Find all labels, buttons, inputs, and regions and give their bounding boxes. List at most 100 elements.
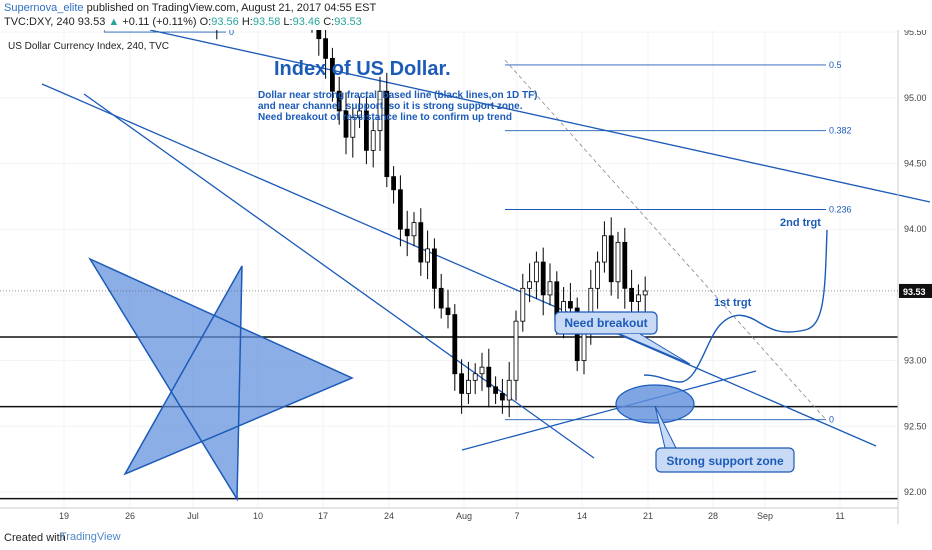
candle-body — [431, 248, 437, 289]
need-breakout-pointer — [619, 333, 691, 365]
fib-right-label: 0.5 — [829, 60, 842, 70]
candle-body — [459, 373, 465, 394]
candle-body — [629, 287, 634, 302]
candle-body — [506, 379, 512, 401]
resistance-line-top — [149, 30, 931, 203]
candle-body — [350, 117, 356, 138]
tradingview-logo[interactable]: TradingView — [60, 531, 121, 543]
candle-body — [363, 110, 369, 151]
candle-body — [615, 241, 621, 283]
candle-body — [568, 301, 573, 309]
axis-layer: 92.0092.5093.0093.5094.0094.5095.0095.50… — [0, 30, 932, 524]
candle-body — [486, 366, 492, 388]
author-link[interactable]: Supernova_elite — [4, 2, 84, 14]
candle-body — [438, 287, 444, 309]
support-zone-ellipse — [615, 384, 695, 424]
publish-info: published on TradingView.com, August 21,… — [86, 2, 377, 14]
x-tick-label: 24 — [384, 511, 394, 521]
publish-line: Supernova_elite published on TradingView… — [4, 2, 376, 14]
y-tick-label: 95.50 — [904, 30, 927, 37]
x-tick-label: 10 — [253, 511, 263, 521]
candle-body — [370, 130, 376, 151]
last-value: 93.53 — [77, 16, 106, 28]
change-value: +0.11 (+0.11%) — [122, 16, 197, 28]
candle-body — [336, 90, 342, 112]
candle-body — [323, 38, 329, 59]
candle-body — [479, 366, 485, 375]
y-tick-label: 92.50 — [904, 421, 927, 431]
candle-body — [357, 110, 363, 118]
created-with-label: Created with — [4, 532, 66, 544]
x-tick-label: 14 — [577, 511, 587, 521]
ohlc-line: TVC:DXY, 240 93.53 ▲ +0.11 (+0.11%) O:93… — [4, 16, 362, 28]
note-line: and near channel_support, so it is stron… — [258, 101, 523, 112]
x-tick-label: 11 — [835, 511, 844, 521]
chart-canvas[interactable]: 1.27210.8860.7860.6180.50.3820.236010.88… — [0, 30, 932, 524]
candle-body — [595, 261, 600, 289]
drawings-layer — [41, 30, 931, 502]
close-label: C: — [323, 16, 335, 28]
y-tick-label: 95.00 — [904, 93, 927, 103]
candle-body — [520, 287, 526, 322]
chart-headline: Index of US Dollar. — [274, 58, 451, 80]
candle-body — [527, 281, 532, 289]
x-tick-label: Aug — [456, 511, 472, 521]
candle-body — [622, 241, 628, 289]
high-value: 93.58 — [252, 16, 281, 28]
note-line: Need breakout of ressistance line to con… — [258, 112, 512, 123]
candle-body — [384, 90, 390, 178]
x-tick-label: 26 — [125, 511, 135, 521]
candle-body — [499, 393, 505, 401]
fib-right-label: 0 — [829, 415, 834, 425]
x-tick-label: Sep — [757, 511, 773, 521]
x-tick-label: 21 — [643, 511, 653, 521]
symbol-label: TVC:DXY, 240 — [4, 16, 75, 28]
candle-body — [411, 222, 417, 237]
x-tick-label: 28 — [708, 511, 718, 521]
fib-right-label: 0.236 — [829, 204, 852, 214]
candle-body — [404, 228, 410, 237]
candle-body — [377, 90, 383, 132]
need-breakout-callout — [554, 311, 658, 335]
annotation-layer: Index of US Dollar. Dollar near strong fr… — [258, 58, 821, 473]
last-price-label: 93.53 — [903, 287, 926, 297]
candle-body — [547, 281, 553, 296]
candle-body — [608, 235, 614, 283]
x-tick-label: 19 — [59, 511, 69, 521]
candle-body — [636, 294, 641, 302]
candle-body — [513, 320, 519, 381]
low-value: 93.46 — [292, 16, 321, 28]
low-label: L: — [283, 16, 293, 28]
candle-body — [445, 307, 451, 316]
support-zone-callout — [655, 447, 795, 473]
up-arrow-icon: ▲ — [108, 16, 120, 28]
high-label: H: — [241, 16, 253, 28]
candle-body — [316, 30, 322, 40]
close-value: 93.53 — [334, 16, 362, 28]
candle-body — [493, 386, 499, 394]
note-line: Dollar near strong fractal_based line (b… — [258, 90, 538, 101]
candle-body — [602, 235, 607, 263]
candle-body — [465, 379, 471, 394]
projection-path — [643, 229, 828, 383]
candle-body — [472, 373, 478, 381]
star-shape — [88, 257, 354, 502]
fib-layer: 1.27210.8860.7860.6180.50.3820.236010.88… — [103, 30, 852, 425]
open-value: 93.56 — [211, 16, 239, 28]
chart-title: US Dollar Currency Index, 240, TVC — [8, 41, 169, 52]
last-price-tag — [899, 283, 932, 298]
second-target-label: 2nd trgt — [780, 217, 821, 229]
candle-body — [329, 57, 335, 92]
support-zone-label: Strong support zone — [666, 454, 784, 468]
chart-header: Supernova_elite published on TradingView… — [0, 0, 932, 30]
y-tick-label: 94.00 — [904, 224, 927, 234]
y-tick-label: 92.00 — [904, 487, 927, 497]
candle-body — [452, 314, 458, 375]
channel-support-line — [461, 370, 757, 451]
candle-body — [540, 261, 546, 296]
candle-body — [418, 222, 424, 263]
open-label: O: — [199, 16, 212, 28]
footer: Created with TradingView — [0, 524, 932, 550]
resistance-line-main — [41, 83, 877, 447]
candle-body — [642, 290, 648, 296]
